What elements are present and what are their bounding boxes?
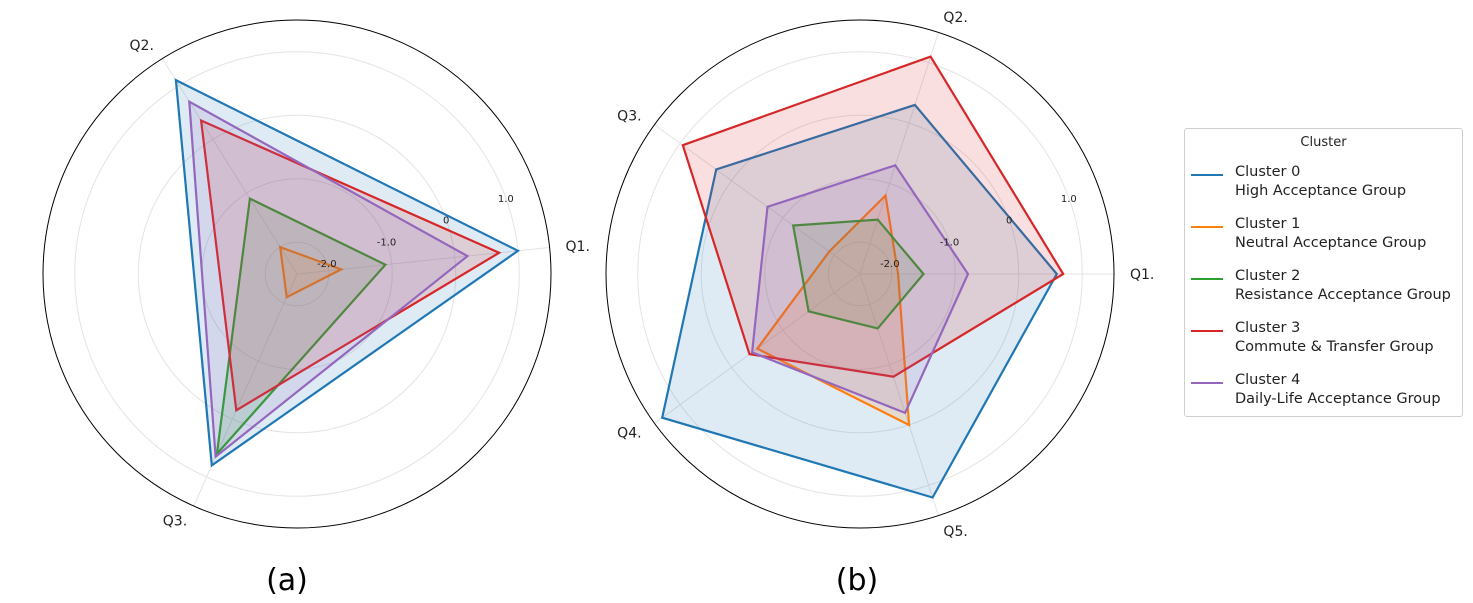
panel-label: (a) (266, 563, 308, 598)
series-cluster-2 (215, 196, 388, 458)
radial-tick-label: 1.0 (498, 194, 514, 205)
radar-chart-a: -2.0 -1.0 0 1.0 Q1. Q2. Q3. (a) (42, 19, 590, 598)
radar-chart-b: -2.0 -1.0 0 1.0 Q1. Q2. Q3. Q4. Q5. (b) (605, 10, 1154, 598)
grid-circle (264, 241, 330, 307)
radial-tick-label: 1.0 (1061, 194, 1077, 205)
axis-label-q4: Q4. (617, 426, 641, 442)
series-cluster-1 (755, 193, 911, 427)
legend-cluster-desc: Daily-Life Acceptance Group (1235, 391, 1441, 407)
radial-tick-label: -2.0 (317, 259, 337, 270)
legend-label: Cluster 3 Commute & Transfer Group (1235, 319, 1434, 357)
axis-label-q2: Q2. (130, 38, 154, 54)
series-cluster-3 (199, 118, 502, 413)
axis-label-q3: Q3. (163, 514, 187, 530)
series-cluster-3 (681, 55, 1065, 378)
axis-label-q1: Q1. (566, 239, 590, 255)
series-cluster-4 (750, 163, 970, 415)
legend-entry: Cluster 3 Commute & Transfer Group (1185, 313, 1462, 365)
legend-swatch (1191, 382, 1223, 384)
legend-cluster-name: Cluster 1 (1235, 216, 1301, 232)
legend-cluster-desc: Resistance Acceptance Group (1235, 287, 1451, 303)
radial-tick-label: -1.0 (377, 237, 397, 248)
legend-entry: Cluster 2 Resistance Acceptance Group (1185, 261, 1462, 313)
series-cluster-1 (278, 245, 344, 299)
panel-label: (b) (836, 563, 878, 598)
legend-entry: Cluster 4 Daily-Life Acceptance Group (1185, 365, 1462, 417)
legend-label: Cluster 2 Resistance Acceptance Group (1235, 267, 1451, 305)
radial-tick-label: 0 (1006, 216, 1012, 227)
radial-tick-label: -1.0 (940, 237, 960, 248)
legend-label: Cluster 1 Neutral Acceptance Group (1235, 215, 1426, 253)
grid-spoke (161, 58, 298, 275)
legend-cluster-name: Cluster 3 (1235, 320, 1301, 336)
legend-cluster-desc: Neutral Acceptance Group (1235, 235, 1427, 251)
legend-cluster-desc: Commute & Transfer Group (1235, 339, 1434, 355)
grid-spoke (859, 273, 939, 516)
grid-circle (74, 51, 520, 497)
legend-label: Cluster 4 Daily-Life Acceptance Group (1235, 371, 1441, 409)
legend-swatch (1191, 330, 1223, 332)
axis-label-q5: Q5. (943, 524, 967, 540)
legend-cluster-name: Cluster 0 (1235, 164, 1301, 180)
legend-cluster-name: Cluster 4 (1235, 372, 1301, 388)
series-cluster-4 (188, 99, 470, 459)
legend-title: Cluster (1300, 135, 1347, 150)
legend-cluster-name: Cluster 2 (1235, 268, 1301, 284)
outer-circle (605, 19, 1115, 529)
legend-swatch (1191, 278, 1223, 280)
legend-swatch (1191, 226, 1223, 228)
radial-tick-label: 0 (443, 216, 449, 227)
axis-label-q1: Q1. (1130, 267, 1154, 283)
legend-swatch (1191, 174, 1223, 176)
series-cluster-0 (174, 78, 521, 468)
legend-label: Cluster 0 High Acceptance Group (1235, 163, 1406, 201)
axis-label-q3: Q3. (617, 108, 641, 124)
grid-circle (137, 114, 457, 434)
series-cluster-0 (660, 103, 1059, 499)
legend-cluster-desc: High Acceptance Group (1235, 183, 1407, 199)
legend: Cluster Cluster 0 High Acceptance Group Cl… (1184, 128, 1463, 417)
series-cluster-2 (791, 218, 925, 330)
legend-entry: Cluster 0 High Acceptance Group (1185, 157, 1462, 209)
legend-entry: Cluster 1 Neutral Acceptance Group (1185, 209, 1462, 261)
radial-tick-label: -2.0 (880, 259, 900, 270)
axis-label-q2: Q2. (943, 10, 967, 26)
grid-spoke (859, 32, 939, 275)
outer-circle (42, 19, 552, 529)
grid-spoke (654, 124, 861, 275)
